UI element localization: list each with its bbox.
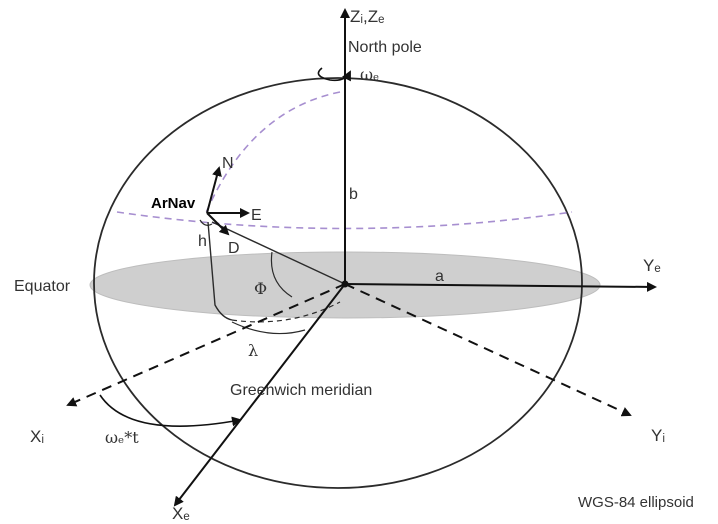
omega-t-arc: [99, 394, 242, 427]
xe-label: Xₑ: [172, 504, 190, 523]
yi-label: Yᵢ: [651, 426, 665, 445]
down-vector: [206, 212, 230, 236]
b-label: b: [349, 186, 358, 203]
phi-label: Φ: [254, 279, 267, 298]
local-meridian-line: [207, 221, 233, 321]
meridian-curve: [204, 91, 341, 216]
lambda-arc: [231, 321, 306, 335]
east-label: E: [251, 207, 262, 224]
phi-arc: [270, 251, 293, 298]
altitude-label: h: [198, 233, 207, 250]
down-label: D: [228, 240, 240, 257]
xe-axis: [173, 283, 346, 507]
ellipsoid-outline: [93, 77, 583, 489]
equator-label: Equator: [14, 278, 71, 295]
ye-label: Yₑ: [643, 256, 661, 275]
altitude-bracket: [199, 219, 213, 226]
omega-e-label: ωₑ: [360, 65, 379, 84]
ye-axis: [344, 281, 657, 292]
omega-t-label: ωₑ*t: [105, 428, 139, 447]
yi-axis: [344, 283, 632, 417]
north-vector: [206, 166, 222, 214]
greenwich-label: Greenwich meridian: [230, 382, 372, 399]
radius-line: [211, 221, 346, 285]
origin-point: [341, 280, 349, 288]
meridian-dashed-base: [231, 301, 341, 323]
xi-label: Xᵢ: [30, 427, 44, 446]
north-pole-label: North pole: [348, 39, 422, 56]
ellipsoid-label: WGS-84 ellipsoid: [578, 494, 694, 511]
earth-rotation-arrow: [317, 67, 351, 82]
arnav-label: ArNav: [151, 195, 196, 212]
a-label: a: [435, 268, 444, 285]
lambda-label: λ: [248, 341, 258, 360]
north-label: N: [222, 155, 234, 172]
z-axis-label: Zᵢ,Zₑ: [350, 7, 384, 26]
